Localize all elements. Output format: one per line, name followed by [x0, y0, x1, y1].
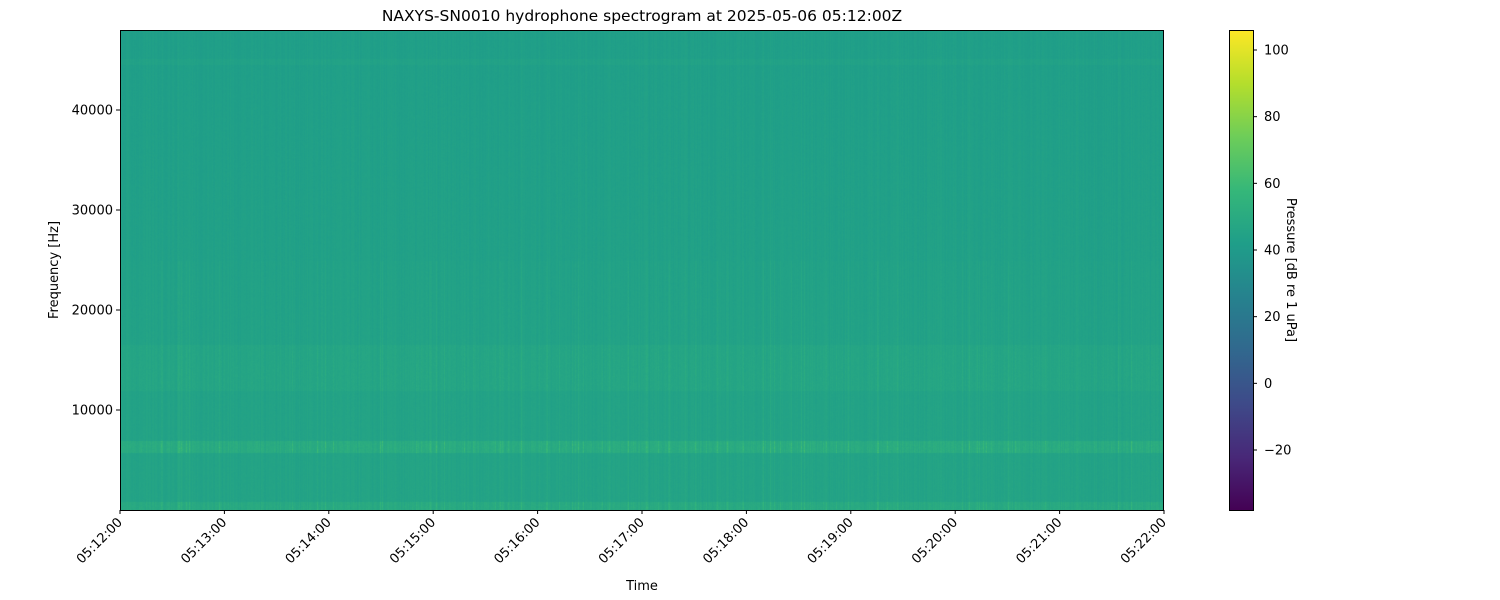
x-tick-label: 05:20:00 [909, 515, 961, 567]
x-tick-label: 05:12:00 [74, 515, 126, 567]
x-axis-label: Time [625, 579, 658, 594]
x-tick-label: 05:17:00 [596, 515, 648, 567]
y-tick-label: 40000 [72, 104, 113, 119]
colorbar-tick-label: 0 [1264, 377, 1272, 392]
y-tick-label: 30000 [72, 204, 113, 219]
chart-title: NAXYS-SN0010 hydrophone spectrogram at 2… [382, 7, 902, 25]
x-tick-label: 05:13:00 [178, 515, 230, 567]
x-tick-label: 05:15:00 [387, 515, 439, 567]
x-tick-label: 05:18:00 [700, 515, 752, 567]
colorbar-tick-label: 80 [1264, 110, 1281, 125]
colorbar-tick-label: 40 [1264, 244, 1281, 259]
heatmap-area [120, 30, 1164, 510]
x-tick-label: 05:19:00 [805, 515, 857, 567]
colorbar [1229, 30, 1254, 511]
y-tick-label: 20000 [72, 304, 113, 319]
colorbar-tick-label: 60 [1264, 177, 1281, 192]
colorbar-tick-label: 20 [1264, 310, 1281, 325]
colorbar-tick-label: 100 [1264, 44, 1289, 59]
colorbar-tick-label: −20 [1264, 444, 1291, 459]
y-axis-label: Frequency [Hz] [47, 221, 62, 319]
colorbar-label: Pressure [dB re 1 uPa] [1283, 198, 1298, 342]
x-tick-label: 05:14:00 [283, 515, 335, 567]
x-tick-label: 05:21:00 [1014, 515, 1066, 567]
y-tick-label: 10000 [72, 404, 113, 419]
x-tick-label: 05:16:00 [492, 515, 544, 567]
x-tick-label: 05:22:00 [1118, 515, 1170, 567]
